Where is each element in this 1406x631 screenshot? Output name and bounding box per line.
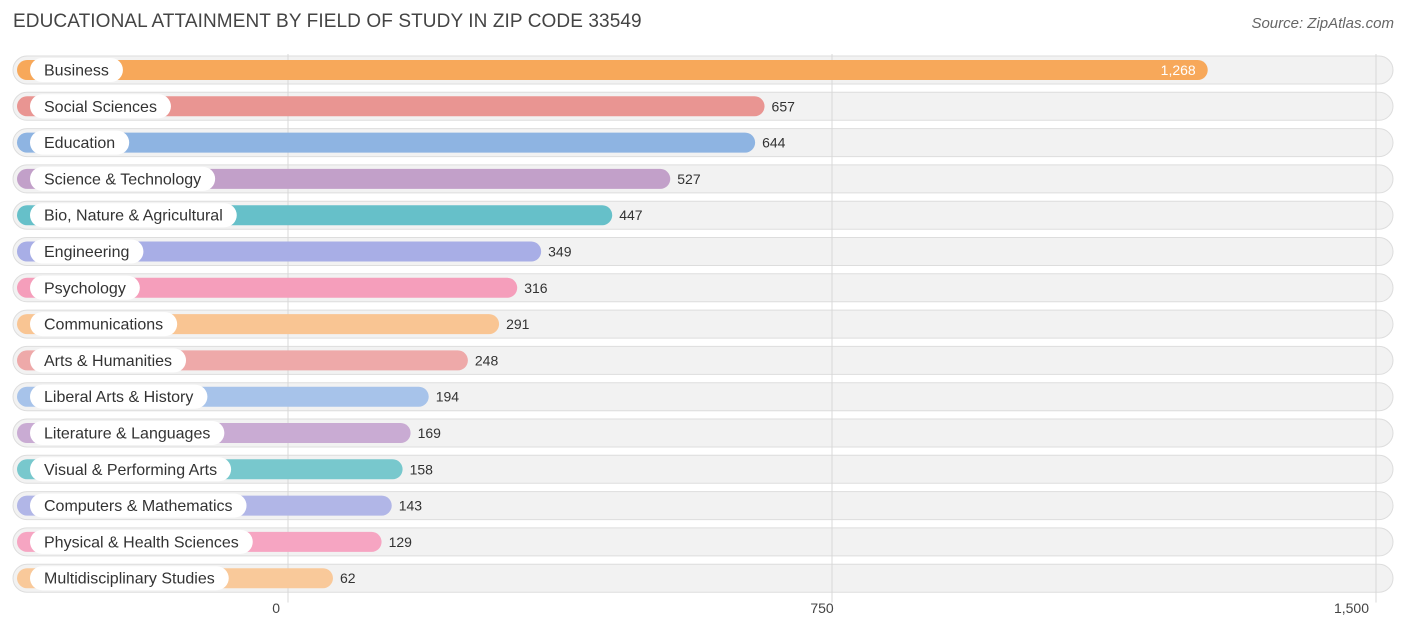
category-label: Engineering	[44, 244, 129, 261]
category-label-pill	[30, 529, 253, 554]
category-label-pill	[30, 457, 232, 482]
category-label-pill	[30, 493, 247, 518]
category-label: Social Sciences	[44, 99, 157, 116]
value-label: 1,268	[1161, 62, 1196, 78]
x-tick-label: 0	[272, 600, 280, 616]
category-label: Communications	[44, 317, 163, 334]
category-label: Visual & Performing Arts	[44, 462, 217, 479]
value-label: 527	[677, 171, 701, 187]
row-background	[12, 563, 1394, 593]
category-label-pill	[30, 566, 229, 591]
category-label-pill	[30, 166, 216, 191]
category-label: Science & Technology	[44, 171, 201, 188]
category-label: Physical & Health Sciences	[44, 534, 239, 551]
value-label: 291	[506, 316, 530, 332]
category-label: Psychology	[44, 280, 126, 297]
category-label: Arts & Humanities	[44, 353, 172, 370]
category-label-pill	[30, 312, 178, 337]
value-label: 644	[762, 135, 786, 151]
value-label: 129	[389, 534, 413, 550]
value-label: 447	[619, 207, 643, 223]
bar	[17, 132, 756, 153]
category-label-pill	[30, 94, 171, 119]
chart-title: EDUCATIONAL ATTAINMENT BY FIELD OF STUDY…	[13, 11, 642, 32]
category-label: Literature & Languages	[44, 426, 210, 443]
category-label-pill	[30, 421, 225, 445]
category-label-pill	[30, 58, 123, 82]
bar	[17, 96, 765, 117]
category-label-pill	[30, 239, 144, 264]
value-label: 158	[410, 461, 434, 477]
bar	[17, 277, 518, 298]
value-label: 349	[548, 244, 572, 260]
value-label: 169	[418, 425, 442, 441]
value-label: 316	[524, 280, 548, 296]
category-label: Multidisciplinary Studies	[44, 571, 215, 588]
category-label-pill	[30, 384, 208, 409]
category-label: Computers & Mathematics	[44, 498, 233, 515]
category-label: Education	[44, 135, 115, 152]
bar	[17, 60, 1208, 80]
chart-source: Source: ZipAtlas.com	[1251, 15, 1394, 32]
value-label: 657	[772, 98, 796, 114]
category-label: Liberal Arts & History	[44, 389, 193, 406]
x-tick-label: 750	[810, 600, 834, 616]
x-tick-label: 1,500	[1334, 600, 1369, 616]
category-label-pill	[30, 130, 130, 155]
category-label-pill	[30, 275, 140, 300]
value-label: 194	[436, 389, 460, 405]
value-label: 143	[399, 498, 423, 514]
category-label-pill	[30, 203, 237, 228]
category-label: Business	[44, 63, 109, 80]
value-label: 248	[475, 352, 499, 368]
category-label: Bio, Nature & Agricultural	[44, 208, 223, 225]
value-label: 62	[340, 570, 356, 586]
category-label-pill	[30, 348, 187, 373]
bar	[17, 241, 542, 262]
